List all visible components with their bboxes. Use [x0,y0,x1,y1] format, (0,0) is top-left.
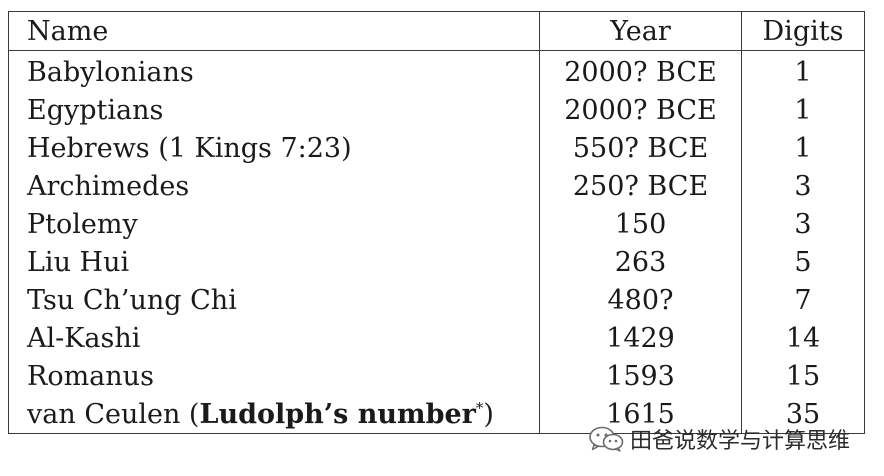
cell-year: 263 [539,243,742,281]
cell-year: 250? BCE [539,167,742,205]
cell-name: Egyptians [8,91,540,129]
cell-digits: 3 [794,170,812,202]
cell-year: 550? BCE [539,129,742,167]
cell-digits: 35 [785,398,821,430]
header-name: Name [8,11,540,51]
name-prefix: van Ceulen ( [27,398,200,430]
table-row: Egyptians 2000? BCE 1 [8,91,865,129]
cell-year: 1615 [539,395,742,434]
cell-digits: 1 [794,132,812,164]
cell-name: Romanus [8,357,540,395]
cell-digits: 3 [794,208,812,240]
cell-year: 1429 [539,319,742,357]
cell-digits: 15 [785,360,821,392]
cell-year: 1593 [539,357,742,395]
cell-name: Hebrews (1 Kings 7:23) [8,129,540,167]
cell-digits: 14 [785,322,821,354]
cell-digits: 1 [794,94,812,126]
cell-name: Al-Kashi [8,319,540,357]
cell-year: 2000? BCE [539,91,742,129]
footnote-marker: * [475,398,484,417]
cell-digits: 5 [794,246,812,278]
name-suffix: ) [483,398,494,430]
cell-name: Archimedes [8,167,540,205]
ludolph-number-label: Ludolph’s number [199,398,476,430]
pi-history-table: Name Year Digits Babylonians 2000? BCE 1… [8,11,865,434]
table-row: Romanus 1593 15 [8,357,865,395]
cell-name: Liu Hui [8,243,540,281]
table-row: Babylonians 2000? BCE 1 [8,50,865,91]
table-row: Archimedes 250? BCE 3 [8,167,865,205]
cell-name: Babylonians [8,50,540,91]
header-year: Year [539,11,742,51]
table-row: Ptolemy 150 3 [8,205,865,243]
cell-year: 480? [539,281,742,319]
table-header-row: Name Year Digits [8,11,865,51]
cell-year: 2000? BCE [539,50,742,91]
table-row: Liu Hui 263 5 [8,243,865,281]
table-row: Hebrews (1 Kings 7:23) 550? BCE 1 [8,129,865,167]
watermark-text: 田爸说数学与计算思维 [630,429,851,454]
cell-name: van Ceulen (Ludolph’s number*) [8,395,540,434]
cell-digits: 1 [794,56,812,88]
table-row: van Ceulen (Ludolph’s number*) 1615 35 [8,395,865,434]
watermark: 田爸说数学与计算思维 [588,424,850,454]
table-row: Tsu Ch’ung Chi 480? 7 [8,281,865,319]
cell-year: 150 [539,205,742,243]
table-row: Al-Kashi 1429 14 [8,319,865,357]
header-digits: Digits [741,11,865,51]
cell-name: Ptolemy [8,205,540,243]
wechat-icon [588,426,624,452]
cell-name: Tsu Ch’ung Chi [8,281,540,319]
cell-digits: 7 [794,284,812,316]
